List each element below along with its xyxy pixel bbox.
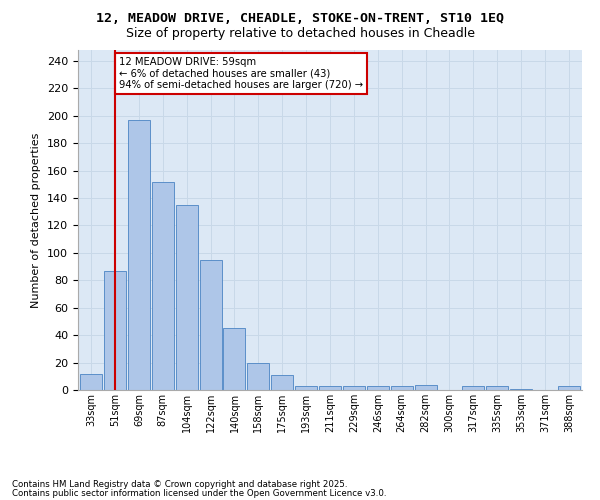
Text: 12 MEADOW DRIVE: 59sqm
← 6% of detached houses are smaller (43)
94% of semi-deta: 12 MEADOW DRIVE: 59sqm ← 6% of detached … bbox=[119, 57, 363, 90]
Bar bbox=[80, 374, 102, 390]
Bar bbox=[319, 386, 341, 390]
Text: 12, MEADOW DRIVE, CHEADLE, STOKE-ON-TRENT, ST10 1EQ: 12, MEADOW DRIVE, CHEADLE, STOKE-ON-TREN… bbox=[96, 12, 504, 26]
Bar bbox=[343, 386, 365, 390]
Bar bbox=[128, 120, 150, 390]
Y-axis label: Number of detached properties: Number of detached properties bbox=[31, 132, 41, 308]
Bar bbox=[223, 328, 245, 390]
Bar bbox=[104, 270, 126, 390]
Bar bbox=[176, 205, 197, 390]
Bar bbox=[367, 386, 389, 390]
Bar bbox=[486, 386, 508, 390]
Bar bbox=[247, 362, 269, 390]
Bar bbox=[415, 384, 437, 390]
Text: Contains public sector information licensed under the Open Government Licence v3: Contains public sector information licen… bbox=[12, 488, 386, 498]
Bar bbox=[463, 386, 484, 390]
Bar bbox=[200, 260, 221, 390]
Bar bbox=[295, 386, 317, 390]
Text: Size of property relative to detached houses in Cheadle: Size of property relative to detached ho… bbox=[125, 28, 475, 40]
Bar bbox=[558, 386, 580, 390]
Bar bbox=[152, 182, 174, 390]
Text: Contains HM Land Registry data © Crown copyright and database right 2025.: Contains HM Land Registry data © Crown c… bbox=[12, 480, 347, 489]
Bar bbox=[271, 375, 293, 390]
Bar bbox=[391, 386, 413, 390]
Bar bbox=[510, 388, 532, 390]
